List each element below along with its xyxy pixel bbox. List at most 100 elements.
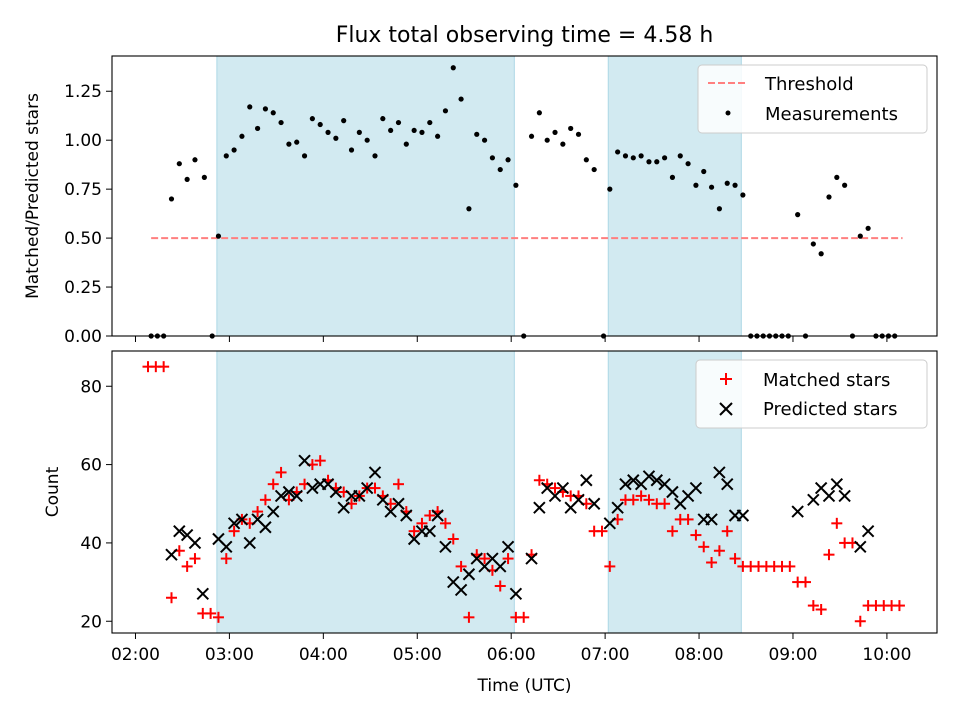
measurement-point [278, 119, 284, 126]
matched-star-point [682, 513, 694, 525]
legend-predicted-label: Predicted stars [763, 399, 897, 420]
matched-star-point [259, 494, 271, 506]
matched-star-point [854, 615, 866, 627]
predicted-star-point [376, 493, 390, 507]
matched-star-point [784, 560, 796, 572]
x-tick-label: 05:00 [393, 645, 442, 665]
measurement-point [685, 161, 691, 167]
top-points [148, 65, 898, 339]
predicted-star-point [587, 497, 601, 510]
measurement-point [411, 127, 417, 134]
measurement-point [176, 161, 182, 167]
bottom-y-axis-label: Count [43, 466, 63, 517]
predicted-star-point [509, 587, 523, 601]
x-tick-label: 03:00 [205, 645, 254, 665]
x-tick-label: 07:00 [581, 645, 630, 665]
measurement-point [552, 129, 558, 135]
observing-window [216, 55, 515, 337]
bottom-y-tick-label: 80 [80, 377, 102, 397]
predicted-star-point [619, 477, 632, 491]
predicted-star-point [556, 481, 570, 495]
measurement-point [481, 137, 488, 143]
predicted-star-point [400, 509, 413, 522]
matched-star-point [627, 494, 639, 506]
bottom-y-tick-label: 40 [80, 534, 102, 554]
measurement-point [497, 166, 503, 173]
measurement-point [403, 141, 409, 147]
top-legend: Threshold Measurements [697, 64, 928, 134]
matched-star-point [314, 455, 326, 467]
predicted-star-point [533, 501, 546, 514]
measurement-point [294, 139, 300, 145]
matched-star-point [635, 490, 647, 502]
top-y-axis-label: Matched/Predicted stars [23, 93, 43, 299]
top-y-tick-label: 0.75 [64, 180, 102, 200]
measurement-point [466, 206, 472, 212]
chart-title: Flux total observing time = 4.58 h [336, 23, 714, 48]
predicted-star-point [188, 536, 202, 550]
predicted-star-point [721, 477, 734, 491]
measurement-point [364, 137, 370, 143]
predicted-star-point [282, 485, 296, 499]
predicted-star-point [705, 513, 718, 526]
predicted-star-point [165, 548, 178, 561]
predicted-star-point [368, 466, 382, 479]
predicted-star-point [666, 485, 679, 499]
matched-star-point [815, 604, 827, 615]
measurement-point [536, 110, 542, 116]
top-y-tick-label: 0.00 [64, 327, 102, 347]
measurement-point [231, 147, 237, 153]
predicted-star-point [259, 521, 272, 534]
matched-star-point [392, 478, 404, 490]
x-axis-label: Time (UTC) [477, 676, 572, 696]
measurement-point [677, 153, 683, 159]
measurement-point [223, 153, 229, 159]
measurement-point [654, 159, 660, 165]
predicted-star-point [603, 517, 617, 530]
measurement-point [395, 119, 402, 126]
matched-star-point [800, 576, 812, 588]
predicted-star-point [689, 481, 703, 495]
measurement-point [286, 141, 292, 147]
measurement-point [607, 186, 613, 192]
predicted-star-point [807, 493, 820, 507]
predicted-star-point [243, 536, 256, 550]
measurement-point [427, 119, 433, 126]
bottom-yticks: 20 40 60 80 [80, 377, 112, 632]
measurement-point [638, 153, 644, 159]
matched-star-point [267, 478, 279, 490]
x-tick-label: 09:00 [768, 645, 817, 665]
measurement-point [662, 155, 668, 161]
matched-star-point [518, 611, 530, 623]
measurement-point [568, 125, 574, 132]
legend-matched-label: Matched stars [763, 370, 890, 391]
measurement-point [317, 121, 323, 128]
matched-star-point [729, 553, 741, 565]
predicted-star-point [861, 524, 875, 538]
matched-star-point [158, 361, 170, 373]
measurement-point [262, 106, 269, 112]
observing-window [216, 350, 515, 634]
measurement-point [646, 159, 652, 165]
matched-star-point [706, 557, 718, 568]
predicted-star-point [392, 497, 405, 510]
predicted-star-point [494, 560, 507, 573]
predicted-star-point [267, 505, 280, 518]
measurement-point [247, 104, 253, 110]
top-y-tick-label: 0.25 [64, 278, 102, 298]
x-tick-label: 02:00 [111, 645, 160, 665]
matched-star-point [831, 517, 843, 529]
measurement-point [591, 166, 597, 173]
measurement-point [857, 233, 863, 239]
measurement-point [669, 174, 676, 180]
measurement-point [575, 131, 582, 137]
x-tick-label: 10:00 [862, 645, 911, 665]
measurement-point [489, 155, 496, 161]
measurement-point [301, 153, 308, 159]
matched-star-point [713, 545, 725, 557]
top-y-tick-label: 1.25 [64, 82, 102, 102]
predicted-star-point [423, 524, 436, 538]
matched-star-point [721, 525, 733, 537]
predicted-star-point [838, 489, 851, 503]
